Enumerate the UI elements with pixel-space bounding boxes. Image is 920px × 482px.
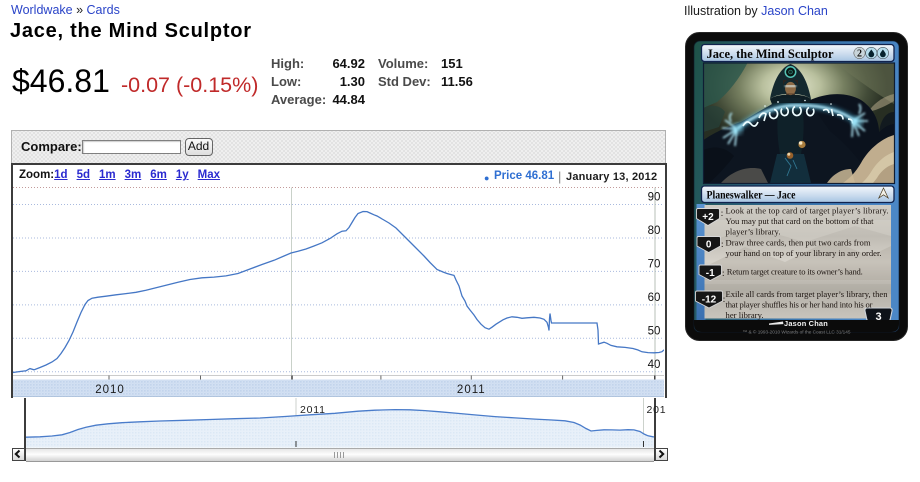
svg-text:2010: 2010	[95, 384, 125, 396]
svg-text:Planeswalker — Jace: Planeswalker — Jace	[707, 188, 796, 202]
svg-text:+2: +2	[702, 212, 714, 223]
svg-text:0: 0	[706, 240, 712, 251]
svg-text:player’s library.: player’s library.	[726, 226, 781, 236]
svg-text::: :	[721, 208, 724, 218]
svg-text:Exile all cards from target pl: Exile all cards from target player’s lib…	[726, 289, 889, 299]
svg-text:-1: -1	[706, 268, 715, 279]
svg-text:Draw three cards, then put two: Draw three cards, then put two cards fro…	[726, 238, 871, 248]
svg-text::: :	[722, 268, 725, 278]
svg-text:70: 70	[648, 258, 661, 270]
svg-text:your hand on top of your libra: your hand on top of your library in any …	[726, 248, 882, 258]
svg-text:™ & © 1993-2010 Wizards of the: ™ & © 1993-2010 Wizards of the Coast LLC…	[743, 329, 851, 335]
svg-text:2011: 2011	[300, 404, 326, 416]
svg-text:90: 90	[648, 192, 661, 204]
svg-text:Return target creature to its: Return target creature to its owner’s ha…	[727, 267, 863, 277]
svg-text:60: 60	[648, 292, 661, 304]
svg-text:2011: 2011	[457, 384, 486, 396]
svg-text:80: 80	[648, 225, 661, 237]
svg-text:50: 50	[648, 325, 661, 337]
svg-text:Look at the top card of target: Look at the top card of target player’s …	[726, 205, 889, 215]
svg-text:40: 40	[648, 359, 661, 371]
svg-text::: :	[721, 239, 724, 249]
svg-text:2012: 2012	[647, 404, 667, 416]
svg-text::: :	[723, 294, 726, 304]
svg-text:-12: -12	[702, 295, 717, 306]
svg-text:2: 2	[857, 49, 862, 60]
svg-text:her library.: her library.	[726, 310, 764, 320]
svg-text:Jace, the Mind Sculptor: Jace, the Mind Sculptor	[707, 47, 834, 61]
svg-text:You may put that card on the b: You may put that card on the bottom of t…	[726, 216, 875, 226]
svg-text:3: 3	[875, 311, 881, 323]
svg-text:Jason Chan: Jason Chan	[784, 319, 828, 328]
svg-text:that player shuffles his or he: that player shuffles his or her hand int…	[726, 299, 873, 309]
